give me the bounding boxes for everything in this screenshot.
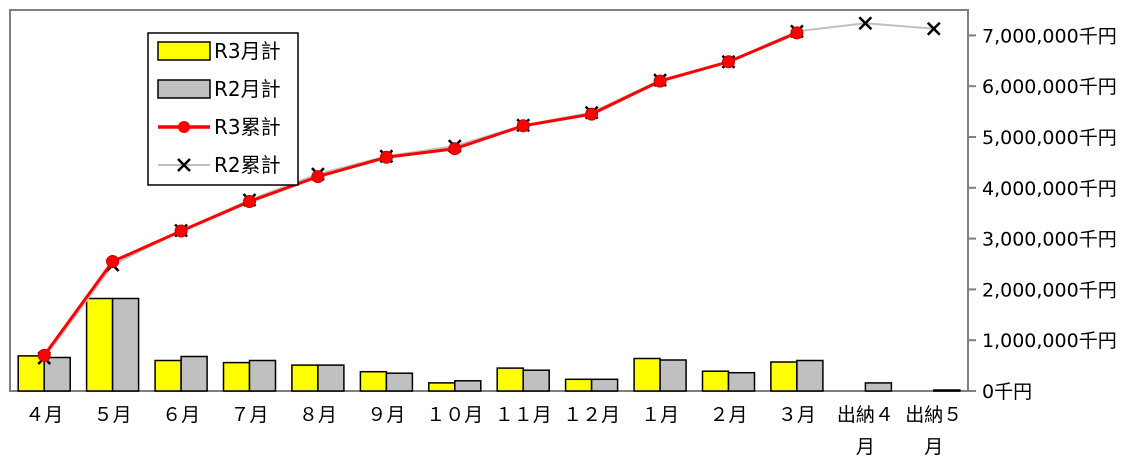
bar-R2月計-７月: [248, 359, 277, 392]
x-tick-label: ８月: [299, 404, 337, 426]
bar-R2月計-３月: [796, 359, 824, 392]
y-tick-label: 5,000,000千円: [982, 127, 1117, 149]
bar-R2月計-１０月: [454, 380, 482, 392]
bar-R2月計-出納５月: [933, 389, 961, 392]
x-tick-label: ７月: [230, 404, 268, 426]
x-tick-label: １１月: [495, 404, 552, 426]
bar-R3月計-６月: [154, 359, 182, 392]
bar-R2月計-１月: [659, 359, 687, 392]
bar-R2月計-８月: [317, 364, 345, 392]
legend-label-R3累計: R3累計: [214, 115, 281, 139]
x-tick-label: ４月: [25, 404, 63, 426]
y-tick-label: 0千円: [982, 381, 1032, 403]
y-tick-label: 6,000,000千円: [982, 76, 1117, 98]
bar-R2月計-５月: [111, 297, 140, 392]
point-R3累計-７月: [243, 195, 256, 208]
bar-R2月計-９月: [385, 372, 414, 392]
point-R3累計-５月: [106, 255, 120, 268]
bar-R3月計-２月: [701, 370, 730, 392]
bar-R3月計-１月: [633, 357, 661, 392]
x-tick-label: ６月: [162, 404, 200, 426]
point-R3累計-４月: [37, 348, 51, 362]
legend-swatch-R3累計: [158, 121, 210, 133]
point-R3累計-１１月: [516, 119, 530, 133]
bar-R3月計-３月: [770, 361, 798, 392]
y-axis: 0千円 1,000,000千円 2,000,000千円 3,000,000千円 4,00…: [968, 25, 1117, 403]
x-tick-label: 出納５月: [905, 404, 962, 458]
bar-R3月計-１１月: [496, 367, 524, 392]
x-tick-label: ９月: [367, 404, 405, 426]
x-tick-label: ３月: [778, 404, 816, 426]
lines-layer: [37, 16, 941, 365]
point-R3累計-３月: [790, 26, 804, 40]
x-tick-label: 出納４月: [837, 404, 894, 458]
point-R3累計-６月: [174, 224, 188, 238]
point-R3累計-１月: [653, 74, 667, 88]
bar-R2月計-６月: [180, 355, 208, 392]
bar-R3月計-７月: [222, 361, 251, 392]
x-tick-label: １０月: [426, 404, 483, 426]
x-tick-label: １月: [641, 404, 679, 426]
legend-label-R3月計: R3月計: [214, 39, 281, 63]
y-tick-label: 7,000,000千円: [982, 25, 1117, 47]
y-tick-label: 4,000,000千円: [982, 178, 1117, 200]
legend-label-R2月計: R2月計: [214, 77, 281, 101]
point-R2累計-出納４月: [858, 16, 873, 31]
point-R3累計-１２月: [585, 107, 599, 121]
legend-swatch-R2累計: [158, 158, 210, 172]
bar-R3月計-１２月: [564, 378, 593, 392]
bar-R2月計-１２月: [590, 378, 619, 392]
point-R3累計-２月: [722, 55, 735, 69]
point-R2累計-出納５月: [926, 21, 941, 36]
bar-R2月計-１１月: [522, 369, 550, 392]
legend-label-R2累計: R2累計: [214, 153, 281, 177]
bar-R3月計-８月: [291, 364, 319, 392]
x-tick-label: ５月: [94, 404, 132, 426]
bar-R2月計-２月: [727, 371, 756, 392]
y-tick-label: 1,000,000千円: [982, 330, 1117, 352]
point-R3累計-８月: [311, 170, 325, 184]
legend: R3月計 R2月計 R3累計 R2累計: [147, 32, 299, 186]
bar-R3月計-１０月: [428, 382, 456, 392]
bar-R2月計-出納４月: [864, 382, 893, 392]
bar-R3月計-９月: [359, 370, 388, 392]
point-R3累計-１０月: [448, 142, 462, 156]
x-tick-label: ２月: [709, 404, 747, 426]
legend-swatch-R3月計: [157, 41, 211, 61]
line-R3累計: [42, 31, 798, 357]
bar-R3月計-５月: [85, 297, 114, 392]
y-tick-label: 2,000,000千円: [982, 279, 1117, 301]
bars-layer: [17, 297, 961, 392]
legend-swatch-R2月計: [157, 79, 211, 99]
y-tick-label: 3,000,000千円: [982, 229, 1117, 251]
point-R3累計-９月: [379, 150, 393, 164]
x-tick-label: １２月: [563, 404, 620, 426]
